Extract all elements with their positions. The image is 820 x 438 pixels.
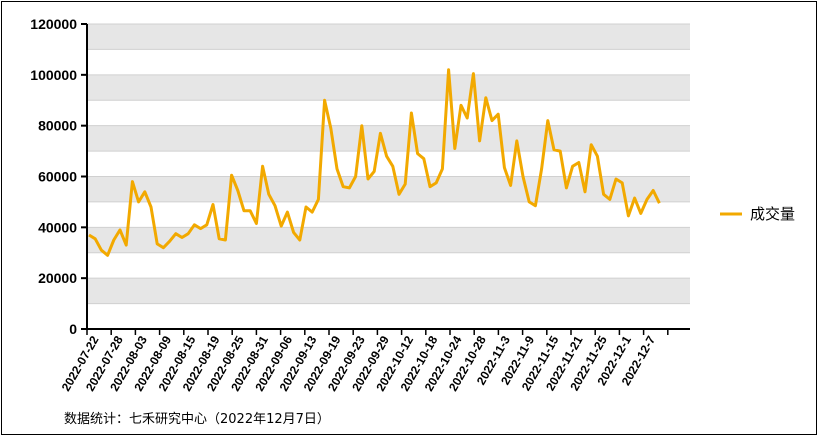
series-line-成交量 bbox=[88, 68, 661, 257]
y-tick-label: 100000 bbox=[30, 67, 77, 83]
y-tick-label: 120000 bbox=[30, 16, 77, 32]
grid-band bbox=[87, 125, 690, 152]
legend-label-成交量: 成交量 bbox=[750, 205, 795, 223]
grid-lines bbox=[87, 23, 690, 305]
series-layer bbox=[88, 68, 661, 257]
grid-band bbox=[87, 24, 690, 50]
y-tick-label: 20000 bbox=[38, 270, 77, 286]
grid-band bbox=[87, 278, 690, 304]
x-axis-ticks: 2022-07-222022-07-282022-08-032022-08-09… bbox=[59, 329, 669, 394]
y-tick-label: 60000 bbox=[38, 169, 77, 185]
grid-band bbox=[87, 176, 690, 202]
y-tick-label: 80000 bbox=[38, 118, 77, 134]
source-note: 数据统计：七禾研究中心（2022年12月7日） bbox=[64, 412, 330, 427]
y-tick-label: 40000 bbox=[38, 219, 77, 235]
y-tick-label: 0 bbox=[69, 321, 77, 337]
grid-band bbox=[87, 74, 690, 101]
grid-band bbox=[87, 227, 690, 253]
y-axis-ticks: 0 20000 40000 60000 80000 100000 120000 bbox=[30, 16, 87, 337]
legend: 成交量 bbox=[720, 205, 795, 223]
grid-bands bbox=[87, 24, 690, 304]
